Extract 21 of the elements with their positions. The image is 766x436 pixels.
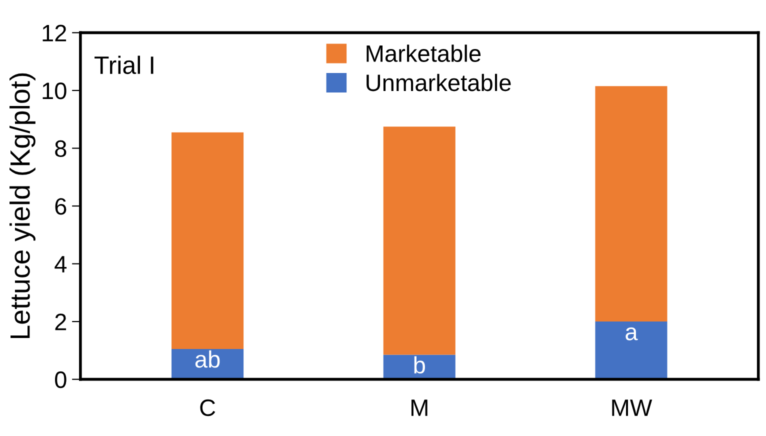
bar (595, 322, 668, 380)
annotation: Trial I (94, 56, 154, 74)
legend-label: Marketable (366, 44, 481, 62)
y-tick-label: 6 (55, 198, 66, 215)
x-tick-label: C (200, 399, 216, 416)
y-tick-label: 0 (55, 371, 66, 388)
bar (595, 86, 668, 322)
legend-label: Unmarketable (366, 74, 511, 92)
x-tick-label: M (411, 400, 428, 416)
annotation: a (626, 327, 638, 340)
x-tick-label: MW (612, 400, 652, 416)
y-tick-label: 4 (54, 256, 67, 272)
y-tick-label: 10 (42, 82, 66, 100)
bar (172, 132, 244, 349)
y-axis-title: Lettuce yield (Kg/plot) (10, 73, 36, 338)
annotation: b (414, 356, 425, 374)
annotation: ab (195, 350, 220, 368)
bar (383, 126, 456, 355)
y-tick-label: 2 (55, 314, 66, 330)
y-tick-label: 8 (55, 140, 66, 158)
y-tick-label: 12 (42, 24, 66, 42)
